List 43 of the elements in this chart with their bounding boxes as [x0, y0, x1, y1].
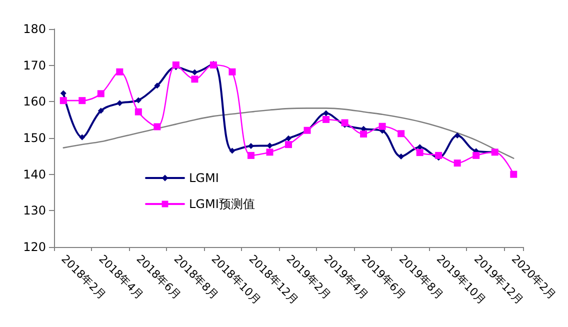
- point: [378, 122, 386, 130]
- line-series: [62, 108, 514, 159]
- point: [135, 97, 142, 104]
- point: [416, 149, 424, 156]
- point: [341, 119, 348, 126]
- point: [154, 82, 160, 89]
- y-tick-label: 130: [23, 204, 46, 218]
- y-tick-label: 120: [23, 240, 46, 254]
- legend-label: LGMI: [189, 171, 219, 185]
- point: [79, 134, 86, 140]
- point: [360, 130, 368, 138]
- point: [78, 97, 86, 104]
- point: [266, 148, 274, 156]
- point: [60, 97, 67, 104]
- point: [116, 100, 123, 106]
- point: [323, 110, 330, 116]
- point: [134, 108, 142, 116]
- point: [285, 141, 292, 148]
- y-tick-label: 180: [23, 22, 46, 36]
- point: [229, 148, 236, 154]
- y-tick-label: 160: [23, 94, 46, 109]
- point: [286, 135, 292, 142]
- point: [322, 116, 330, 123]
- point: [98, 108, 104, 114]
- y-tick-label: 140: [23, 167, 46, 182]
- point: [154, 123, 161, 130]
- point: [454, 132, 460, 138]
- point: [60, 90, 66, 96]
- point: [435, 152, 442, 159]
- point: [228, 68, 236, 76]
- point: [172, 61, 180, 68]
- point: [398, 130, 405, 138]
- y-tick-label: 170: [23, 58, 46, 72]
- legend-label: LGMI预测值: [189, 197, 255, 211]
- point: [97, 90, 104, 98]
- point: [191, 76, 198, 83]
- y-tick-label: 150: [23, 131, 46, 145]
- point: [247, 152, 254, 159]
- point: [116, 68, 124, 76]
- point: [398, 154, 404, 160]
- point: [454, 160, 461, 167]
- point: [472, 152, 480, 159]
- point: [510, 170, 518, 178]
